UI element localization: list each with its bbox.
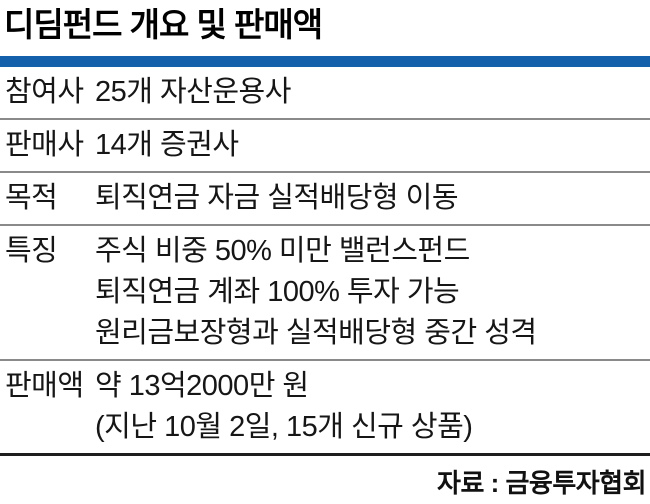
row-value: 14개 증권사 [95,125,650,166]
table-row-features: 특징 주식 비중 50% 미만 밸런스펀드 퇴직연금 계좌 100% 투자 가능… [0,226,650,361]
row-label: 목적 [5,182,58,214]
row-label: 판매사 [5,129,84,161]
summary-table: 참여사 25개 자산운용사 판매사 14개 증권사 목적 퇴직연금 자금 실적배… [0,67,650,456]
value-line: 퇴직연금 자금 실적배당형 이동 [95,182,459,214]
row-label: 참여사 [5,76,84,108]
table-row-sales: 판매액 약 13억2000만 원 (지난 10월 2일, 15개 신규 상품) [0,361,650,456]
table-row-purpose: 목적 퇴직연금 자금 실적배당형 이동 [0,173,650,226]
row-label: 판매액 [5,370,84,402]
table-row-participants: 참여사 25개 자산운용사 [0,67,650,120]
row-value: 주식 비중 50% 미만 밸런스펀드 퇴직연금 계좌 100% 투자 가능 원리… [95,231,650,354]
value-line: 퇴직연금 계좌 100% 투자 가능 [95,276,460,308]
table-row-sellers: 판매사 14개 증권사 [0,120,650,173]
value-line: 14개 증권사 [95,129,239,161]
source-credit: 자료 : 금융투자협회 [437,468,646,498]
row-value: 퇴직연금 자금 실적배당형 이동 [95,178,650,219]
row-value: 약 13억2000만 원 (지난 10월 2일, 15개 신규 상품) [95,366,650,448]
value-line: (지난 10월 2일, 15개 신규 상품) [95,411,473,443]
value-line: 약 13억2000만 원 [95,370,309,402]
row-label: 특징 [5,235,58,267]
row-value: 25개 자산운용사 [95,72,650,113]
title-accent-bar [0,56,650,67]
value-line: 주식 비중 50% 미만 밸런스펀드 [95,235,470,267]
value-line: 25개 자산운용사 [95,76,291,108]
value-line: 원리금보장형과 실적배당형 중간 성격 [95,317,537,349]
page-title: 디딤펀드 개요 및 판매액 [4,6,323,43]
